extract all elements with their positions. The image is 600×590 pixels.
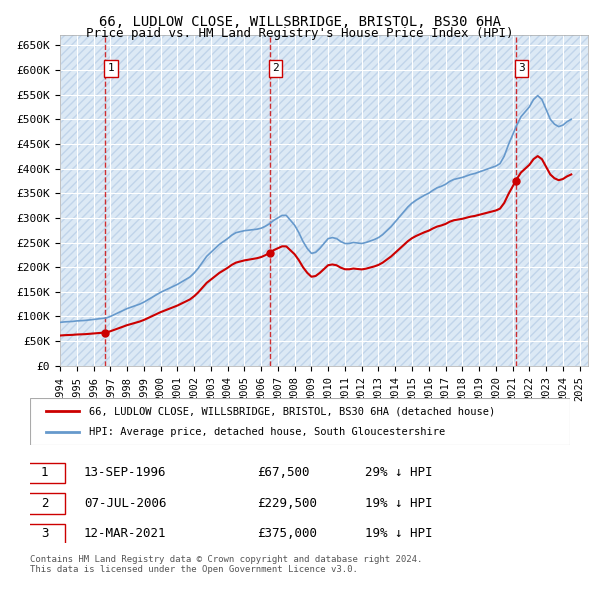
Text: Price paid vs. HM Land Registry's House Price Index (HPI): Price paid vs. HM Land Registry's House … xyxy=(86,27,514,40)
Text: £229,500: £229,500 xyxy=(257,497,317,510)
Text: £375,000: £375,000 xyxy=(257,527,317,540)
Text: 2: 2 xyxy=(272,64,279,73)
Text: 29% ↓ HPI: 29% ↓ HPI xyxy=(365,466,432,479)
FancyBboxPatch shape xyxy=(25,493,65,513)
Text: 3: 3 xyxy=(41,527,49,540)
FancyBboxPatch shape xyxy=(25,523,65,544)
Text: 1: 1 xyxy=(108,64,115,73)
Text: 1: 1 xyxy=(41,466,49,479)
Text: 19% ↓ HPI: 19% ↓ HPI xyxy=(365,527,432,540)
Text: 07-JUL-2006: 07-JUL-2006 xyxy=(84,497,167,510)
Text: HPI: Average price, detached house, South Gloucestershire: HPI: Average price, detached house, Sout… xyxy=(89,427,446,437)
Text: £67,500: £67,500 xyxy=(257,466,310,479)
Text: 19% ↓ HPI: 19% ↓ HPI xyxy=(365,497,432,510)
Text: 13-SEP-1996: 13-SEP-1996 xyxy=(84,466,167,479)
FancyBboxPatch shape xyxy=(25,463,65,483)
Text: 66, LUDLOW CLOSE, WILLSBRIDGE, BRISTOL, BS30 6HA: 66, LUDLOW CLOSE, WILLSBRIDGE, BRISTOL, … xyxy=(99,15,501,29)
Text: 3: 3 xyxy=(518,64,525,73)
FancyBboxPatch shape xyxy=(30,398,570,445)
Text: 2: 2 xyxy=(41,497,49,510)
Text: 66, LUDLOW CLOSE, WILLSBRIDGE, BRISTOL, BS30 6HA (detached house): 66, LUDLOW CLOSE, WILLSBRIDGE, BRISTOL, … xyxy=(89,407,496,417)
Text: Contains HM Land Registry data © Crown copyright and database right 2024.
This d: Contains HM Land Registry data © Crown c… xyxy=(30,555,422,574)
Text: 12-MAR-2021: 12-MAR-2021 xyxy=(84,527,167,540)
